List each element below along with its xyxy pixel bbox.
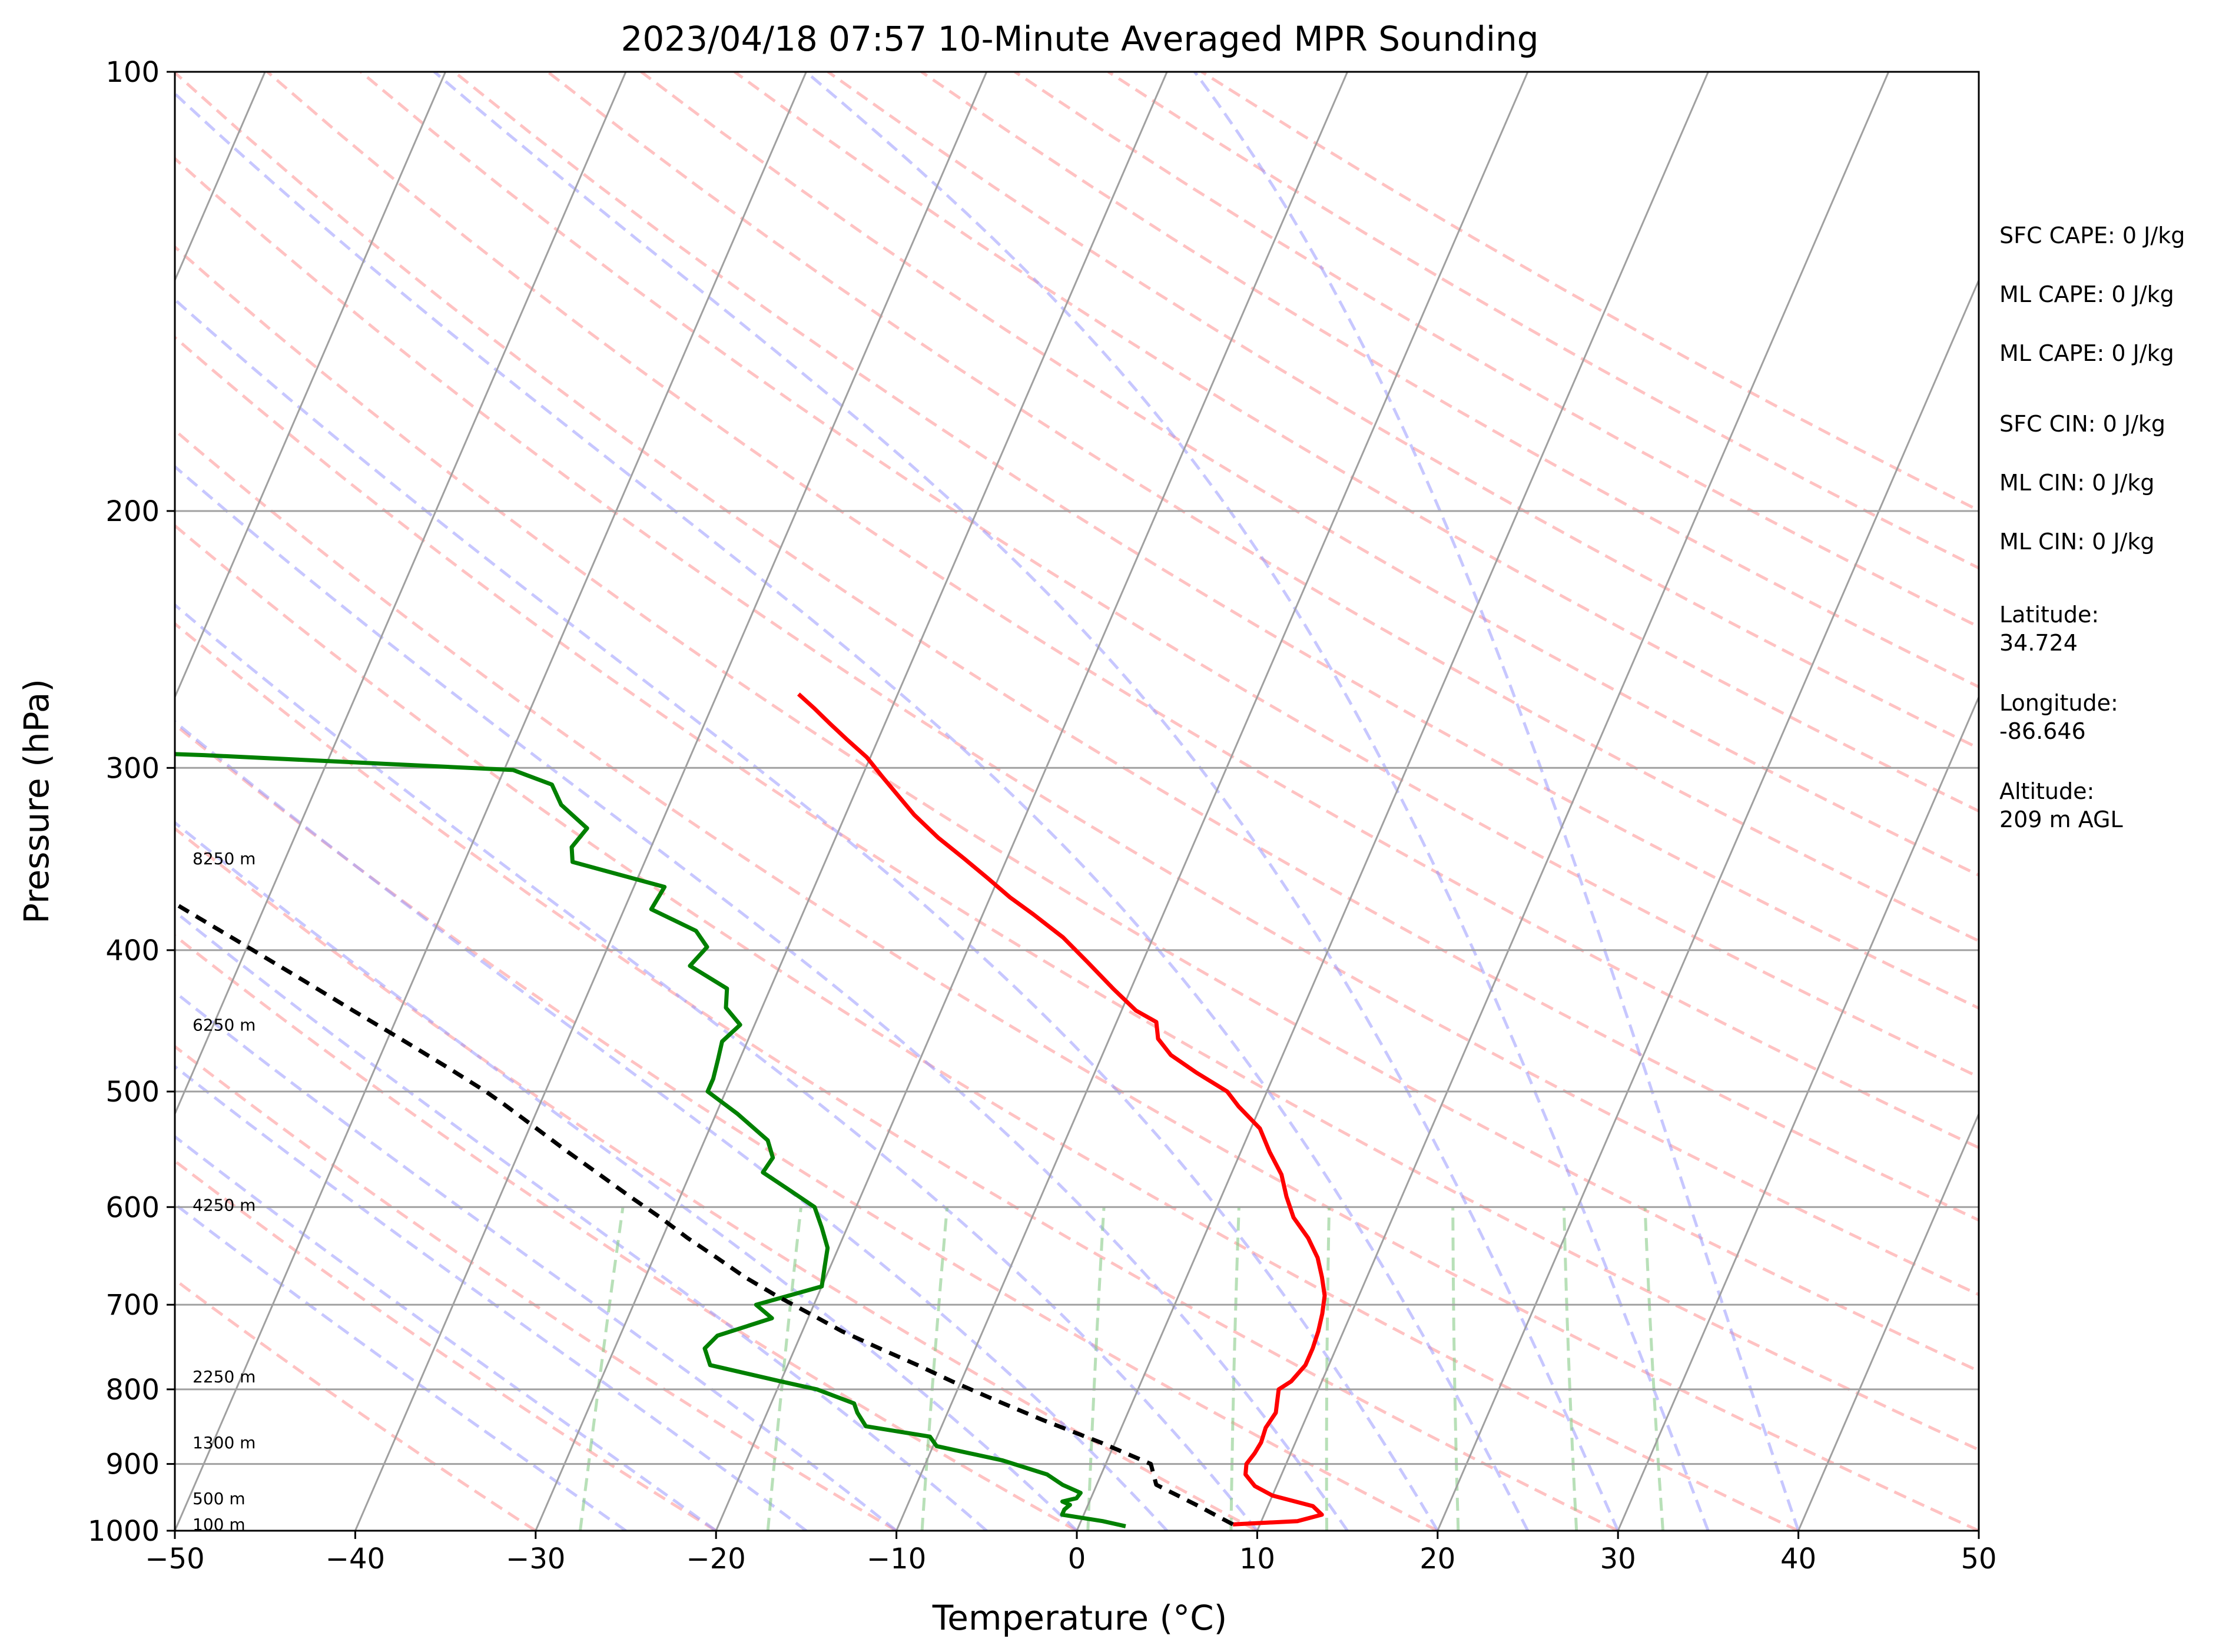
- isotherm-line: [1256, 72, 1890, 1531]
- dry-adiabat-line: [920, 72, 1979, 689]
- sounding-series-0: [797, 692, 1327, 1527]
- info-label: Altitude:: [1999, 778, 2094, 804]
- chart-title: 2023/04/18 07:57 10-Minute Averaged MPR …: [621, 19, 1538, 59]
- info-label: ML CAPE: 0 J/kg: [1999, 340, 2174, 366]
- isotherm-line: [895, 72, 1529, 1531]
- dry-adiabat-line: [175, 934, 1078, 1531]
- moist-adiabat-line: [175, 1064, 807, 1531]
- moist-adiabat-line: [805, 72, 1710, 1531]
- x-tick-label: 40: [1780, 1542, 1816, 1575]
- info-label: ML CIN: 0 J/kg: [1999, 470, 2154, 496]
- dry-adiabat-line: [175, 335, 1979, 1452]
- x-tick-label: 50: [1961, 1542, 1996, 1575]
- info-label: 209 m AGL: [1999, 807, 2123, 832]
- y-axis-label: Pressure (hPa): [16, 679, 57, 924]
- moist-adiabat-line: [175, 910, 988, 1531]
- dry-adiabat-line: [453, 72, 1979, 1010]
- moist-adiabat-line: [175, 719, 1169, 1531]
- dry-adiabat-line: [175, 1159, 717, 1531]
- dry-adiabat-line: [827, 72, 1979, 750]
- height-labels: 8250 m 6250 m 4250 m 2250 m 1300 m 500 m 100 m: [193, 849, 256, 1534]
- y-tick-label: 1000: [88, 1515, 160, 1548]
- dry-adiabat-line: [175, 827, 1258, 1531]
- sounding-series-2: [175, 901, 1234, 1527]
- height-label: 1300 m: [193, 1433, 256, 1452]
- dry-adiabat-line: [734, 72, 1979, 813]
- isotherm-line: [354, 72, 988, 1531]
- height-label: 4250 m: [193, 1196, 256, 1215]
- dry-adiabat-line: [175, 1278, 537, 1531]
- height-label: 8250 m: [193, 849, 256, 868]
- isotherm-line: [1437, 278, 1979, 1531]
- height-label: 500 m: [193, 1489, 246, 1508]
- isotherm-line: [1617, 695, 1979, 1531]
- moist-adiabat-line: [175, 465, 1349, 1531]
- sounding-series-1: [175, 752, 1126, 1528]
- height-label: 100 m: [193, 1515, 246, 1534]
- x-tick-label: −20: [686, 1542, 746, 1575]
- x-tick-label: 30: [1600, 1542, 1636, 1575]
- y-tick-label: 600: [105, 1191, 160, 1224]
- dry-adiabat-line: [546, 72, 1979, 943]
- x-tick-label: −10: [867, 1542, 926, 1575]
- moist-adiabat-line: [1193, 72, 1800, 1531]
- height-label: 2250 m: [193, 1367, 256, 1386]
- dry-adiabat-line: [175, 622, 1619, 1531]
- dry-adiabat-line: [175, 72, 1979, 1222]
- x-tick-label: 0: [1068, 1542, 1086, 1575]
- y-tick-label: 100: [105, 56, 160, 89]
- info-label: SFC CAPE: 0 J/kg: [1999, 223, 2185, 248]
- isotherm-line: [1797, 1112, 1979, 1531]
- dry-adiabat-line: [266, 72, 1979, 1150]
- isotherm-line: [175, 72, 446, 699]
- x-tick-label: −40: [326, 1542, 385, 1575]
- dry-adiabat-line: [175, 428, 1979, 1531]
- isotherm-line: [1076, 72, 1709, 1531]
- y-tick-label: 900: [105, 1448, 160, 1481]
- info-label: Latitude:: [1999, 602, 2099, 628]
- x-tick-label: −50: [145, 1542, 204, 1575]
- info-label: -86.646: [1999, 718, 2086, 744]
- x-axis-label: Temperature (°C): [932, 1598, 1228, 1638]
- y-tick-label: 500: [105, 1076, 160, 1109]
- x-tick-label: −30: [506, 1542, 565, 1575]
- isotherm-line: [175, 72, 627, 1116]
- dry-adiabat-line: [175, 523, 1799, 1531]
- y-tick-label: 800: [105, 1374, 160, 1406]
- height-label: 6250 m: [193, 1016, 256, 1035]
- x-tick-label: 10: [1239, 1542, 1275, 1575]
- moist-adiabat-line: [175, 297, 1439, 1531]
- info-label: Longitude:: [1999, 690, 2118, 716]
- moist-adiabat-line: [175, 1134, 717, 1531]
- y-tick-label: 300: [105, 752, 160, 785]
- moist-adiabat-line: [175, 990, 898, 1531]
- moist-adiabat-line: [175, 603, 1259, 1531]
- x-tick-label: 20: [1419, 1542, 1455, 1575]
- data-lines: [175, 692, 1327, 1528]
- y-tick-label: 200: [105, 495, 160, 528]
- moist-adiabat-line: [175, 821, 1078, 1531]
- info-label: ML CIN: 0 J/kg: [1999, 529, 2154, 555]
- info-label: ML CAPE: 0 J/kg: [1999, 281, 2174, 307]
- isotherm-line: [535, 72, 1168, 1531]
- dry-adiabat-line: [175, 245, 1979, 1373]
- sounding-info-panel: SFC CAPE: 0 J/kg ML CAPE: 0 J/kg ML CAPE: …: [1999, 223, 2185, 832]
- y-tick-label: 700: [105, 1289, 160, 1322]
- y-tick-label: 400: [105, 934, 160, 967]
- background-lines: [175, 72, 1979, 1531]
- info-label: 34.724: [1999, 630, 2078, 656]
- isotherm-line: [175, 72, 807, 1531]
- info-label: SFC CIN: 0 J/kg: [1999, 411, 2165, 437]
- axis-ticks: −50 −40 −30 −20 −10 0 10 20 30 40 50 100 200 300 400 50…: [88, 56, 1997, 1575]
